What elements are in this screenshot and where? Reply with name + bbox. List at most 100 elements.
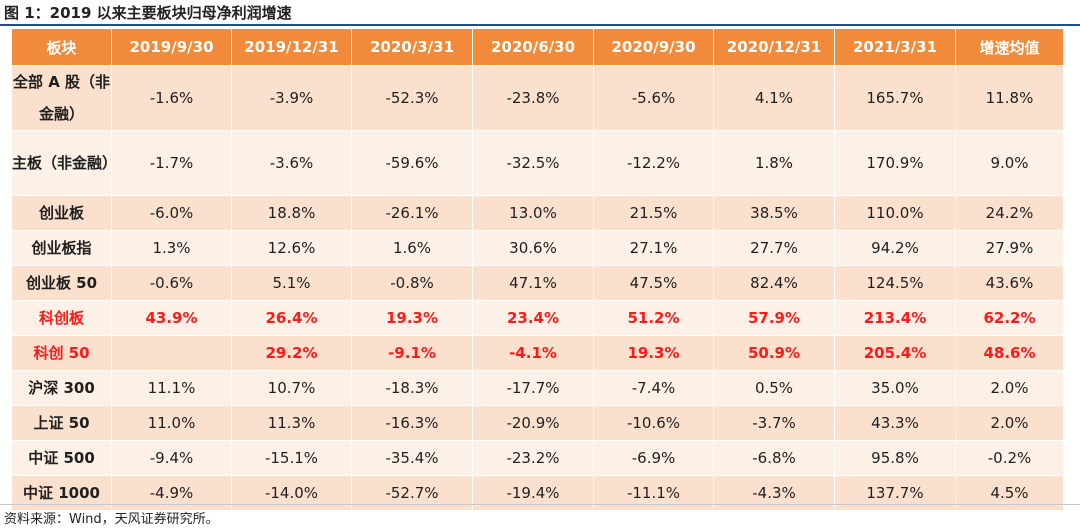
row-label: 创业板指 — [11, 230, 112, 266]
value-cell: 95.8% — [834, 440, 956, 476]
value-cell: -12.2% — [593, 130, 714, 196]
table-row: 科创 50 29.2% -9.1% -4.1% 19.3% 50.9% 205.4% 48.6… — [11, 335, 1064, 371]
row-label: 主板（非金融） — [11, 130, 117, 196]
header-cell-date: 2019/9/30 — [111, 28, 232, 66]
value-cell: 12.6% — [231, 230, 352, 266]
value-cell: 0.5% — [713, 370, 835, 406]
header-cell-date: 2020/9/30 — [593, 28, 714, 66]
value-cell: 23.4% — [472, 300, 594, 336]
value-cell: 124.5% — [834, 265, 956, 301]
value-cell: 47.5% — [593, 265, 714, 301]
value-cell: 205.4% — [834, 335, 956, 371]
value-cell: 11.8% — [955, 65, 1064, 131]
value-cell — [111, 335, 232, 371]
value-cell: 43.3% — [834, 405, 956, 441]
source-divider — [0, 504, 1080, 505]
header-row: 板块 2019/9/30 2019/12/31 2020/3/31 2020/6… — [11, 28, 1064, 66]
value-cell: -4.9% — [111, 475, 232, 511]
value-cell: -17.7% — [472, 370, 594, 406]
table-body: 全部 A 股（非金融） -1.6% -3.9% -52.3% -23.8% -5.6% 4.… — [11, 65, 1064, 511]
row-label: 沪深 300 — [11, 370, 112, 406]
value-cell: 4.1% — [713, 65, 835, 131]
value-cell: -6.8% — [713, 440, 835, 476]
row-label: 科创板 — [11, 300, 112, 336]
growth-table-container: 板块 2019/9/30 2019/12/31 2020/3/31 2020/6… — [11, 28, 1064, 511]
value-cell: -11.1% — [593, 475, 714, 511]
header-cell-average: 增速均值 — [955, 28, 1064, 66]
value-cell: -23.8% — [472, 65, 594, 131]
value-cell: -5.6% — [593, 65, 714, 131]
row-label: 创业板 50 — [11, 265, 112, 301]
value-cell: -9.4% — [111, 440, 232, 476]
value-cell: -52.7% — [351, 475, 473, 511]
row-label: 中证 1000 — [11, 475, 112, 511]
row-label: 上证 50 — [11, 405, 112, 441]
row-label: 创业板 — [11, 195, 112, 231]
value-cell: 43.6% — [955, 265, 1064, 301]
value-cell: -7.4% — [593, 370, 714, 406]
table-row: 创业板指 1.3% 12.6% 1.6% 30.6% 27.1% 27.7% 94.2% 27.… — [11, 230, 1064, 266]
value-cell: 48.6% — [955, 335, 1064, 371]
header-cell-date: 2021/3/31 — [834, 28, 956, 66]
value-cell: 1.8% — [713, 130, 835, 196]
table-row: 科创板 43.9% 26.4% 19.3% 23.4% 51.2% 57.9% 213.4% 6… — [11, 300, 1064, 336]
header-cell-sector: 板块 — [11, 28, 112, 66]
value-cell: 26.4% — [231, 300, 352, 336]
value-cell: -15.1% — [231, 440, 352, 476]
value-cell: 9.0% — [955, 130, 1064, 196]
value-cell: -6.0% — [111, 195, 232, 231]
value-cell: 35.0% — [834, 370, 956, 406]
row-label: 中证 500 — [11, 440, 112, 476]
value-cell: -23.2% — [472, 440, 594, 476]
value-cell: 1.6% — [351, 230, 473, 266]
value-cell: 10.7% — [231, 370, 352, 406]
header-cell-date: 2020/3/31 — [351, 28, 473, 66]
value-cell: -52.3% — [351, 65, 473, 131]
value-cell: 11.3% — [231, 405, 352, 441]
value-cell: 165.7% — [834, 65, 956, 131]
value-cell: 5.1% — [231, 265, 352, 301]
value-cell: 27.1% — [593, 230, 714, 266]
header-cell-date: 2020/12/31 — [713, 28, 835, 66]
value-cell: 11.0% — [111, 405, 232, 441]
value-cell: -1.6% — [111, 65, 232, 131]
value-cell: 11.1% — [111, 370, 232, 406]
value-cell: 4.5% — [955, 475, 1064, 511]
value-cell: -19.4% — [472, 475, 594, 511]
value-cell: 47.1% — [472, 265, 594, 301]
value-cell: 19.3% — [351, 300, 473, 336]
table-row: 全部 A 股（非金融） -1.6% -3.9% -52.3% -23.8% -5.6% 4.… — [11, 65, 1064, 131]
value-cell: -1.7% — [111, 130, 232, 196]
table-row: 创业板 50 -0.6% 5.1% -0.8% 47.1% 47.5% 82.4% 124.5… — [11, 265, 1064, 301]
value-cell: -26.1% — [351, 195, 473, 231]
title-divider — [0, 24, 1080, 26]
value-cell: 137.7% — [834, 475, 956, 511]
value-cell: 50.9% — [713, 335, 835, 371]
value-cell: 2.0% — [955, 405, 1064, 441]
source-note: 资料来源：Wind，天风证券研究所。 — [4, 512, 219, 527]
value-cell: -10.6% — [593, 405, 714, 441]
value-cell: 24.2% — [955, 195, 1064, 231]
value-cell: -9.1% — [351, 335, 473, 371]
value-cell: -59.6% — [351, 130, 473, 196]
value-cell: 2.0% — [955, 370, 1064, 406]
value-cell: -3.6% — [231, 130, 352, 196]
value-cell: -14.0% — [231, 475, 352, 511]
value-cell: -4.3% — [713, 475, 835, 511]
value-cell: 30.6% — [472, 230, 594, 266]
value-cell: -0.8% — [351, 265, 473, 301]
table-row: 主板（非金融） -1.7% -3.6% -59.6% -32.5% -12.2% 1.8% 1… — [11, 130, 1064, 196]
value-cell: -6.9% — [593, 440, 714, 476]
value-cell: 170.9% — [834, 130, 956, 196]
value-cell: 27.7% — [713, 230, 835, 266]
value-cell: -3.9% — [231, 65, 352, 131]
value-cell: 1.3% — [111, 230, 232, 266]
value-cell: -32.5% — [472, 130, 594, 196]
value-cell: 94.2% — [834, 230, 956, 266]
table-row: 中证 500 -9.4% -15.1% -35.4% -23.2% -6.9% -6.8% 9… — [11, 440, 1064, 476]
value-cell: 213.4% — [834, 300, 956, 336]
value-cell: 21.5% — [593, 195, 714, 231]
value-cell: -18.3% — [351, 370, 473, 406]
value-cell: -0.6% — [111, 265, 232, 301]
value-cell: 62.2% — [955, 300, 1064, 336]
